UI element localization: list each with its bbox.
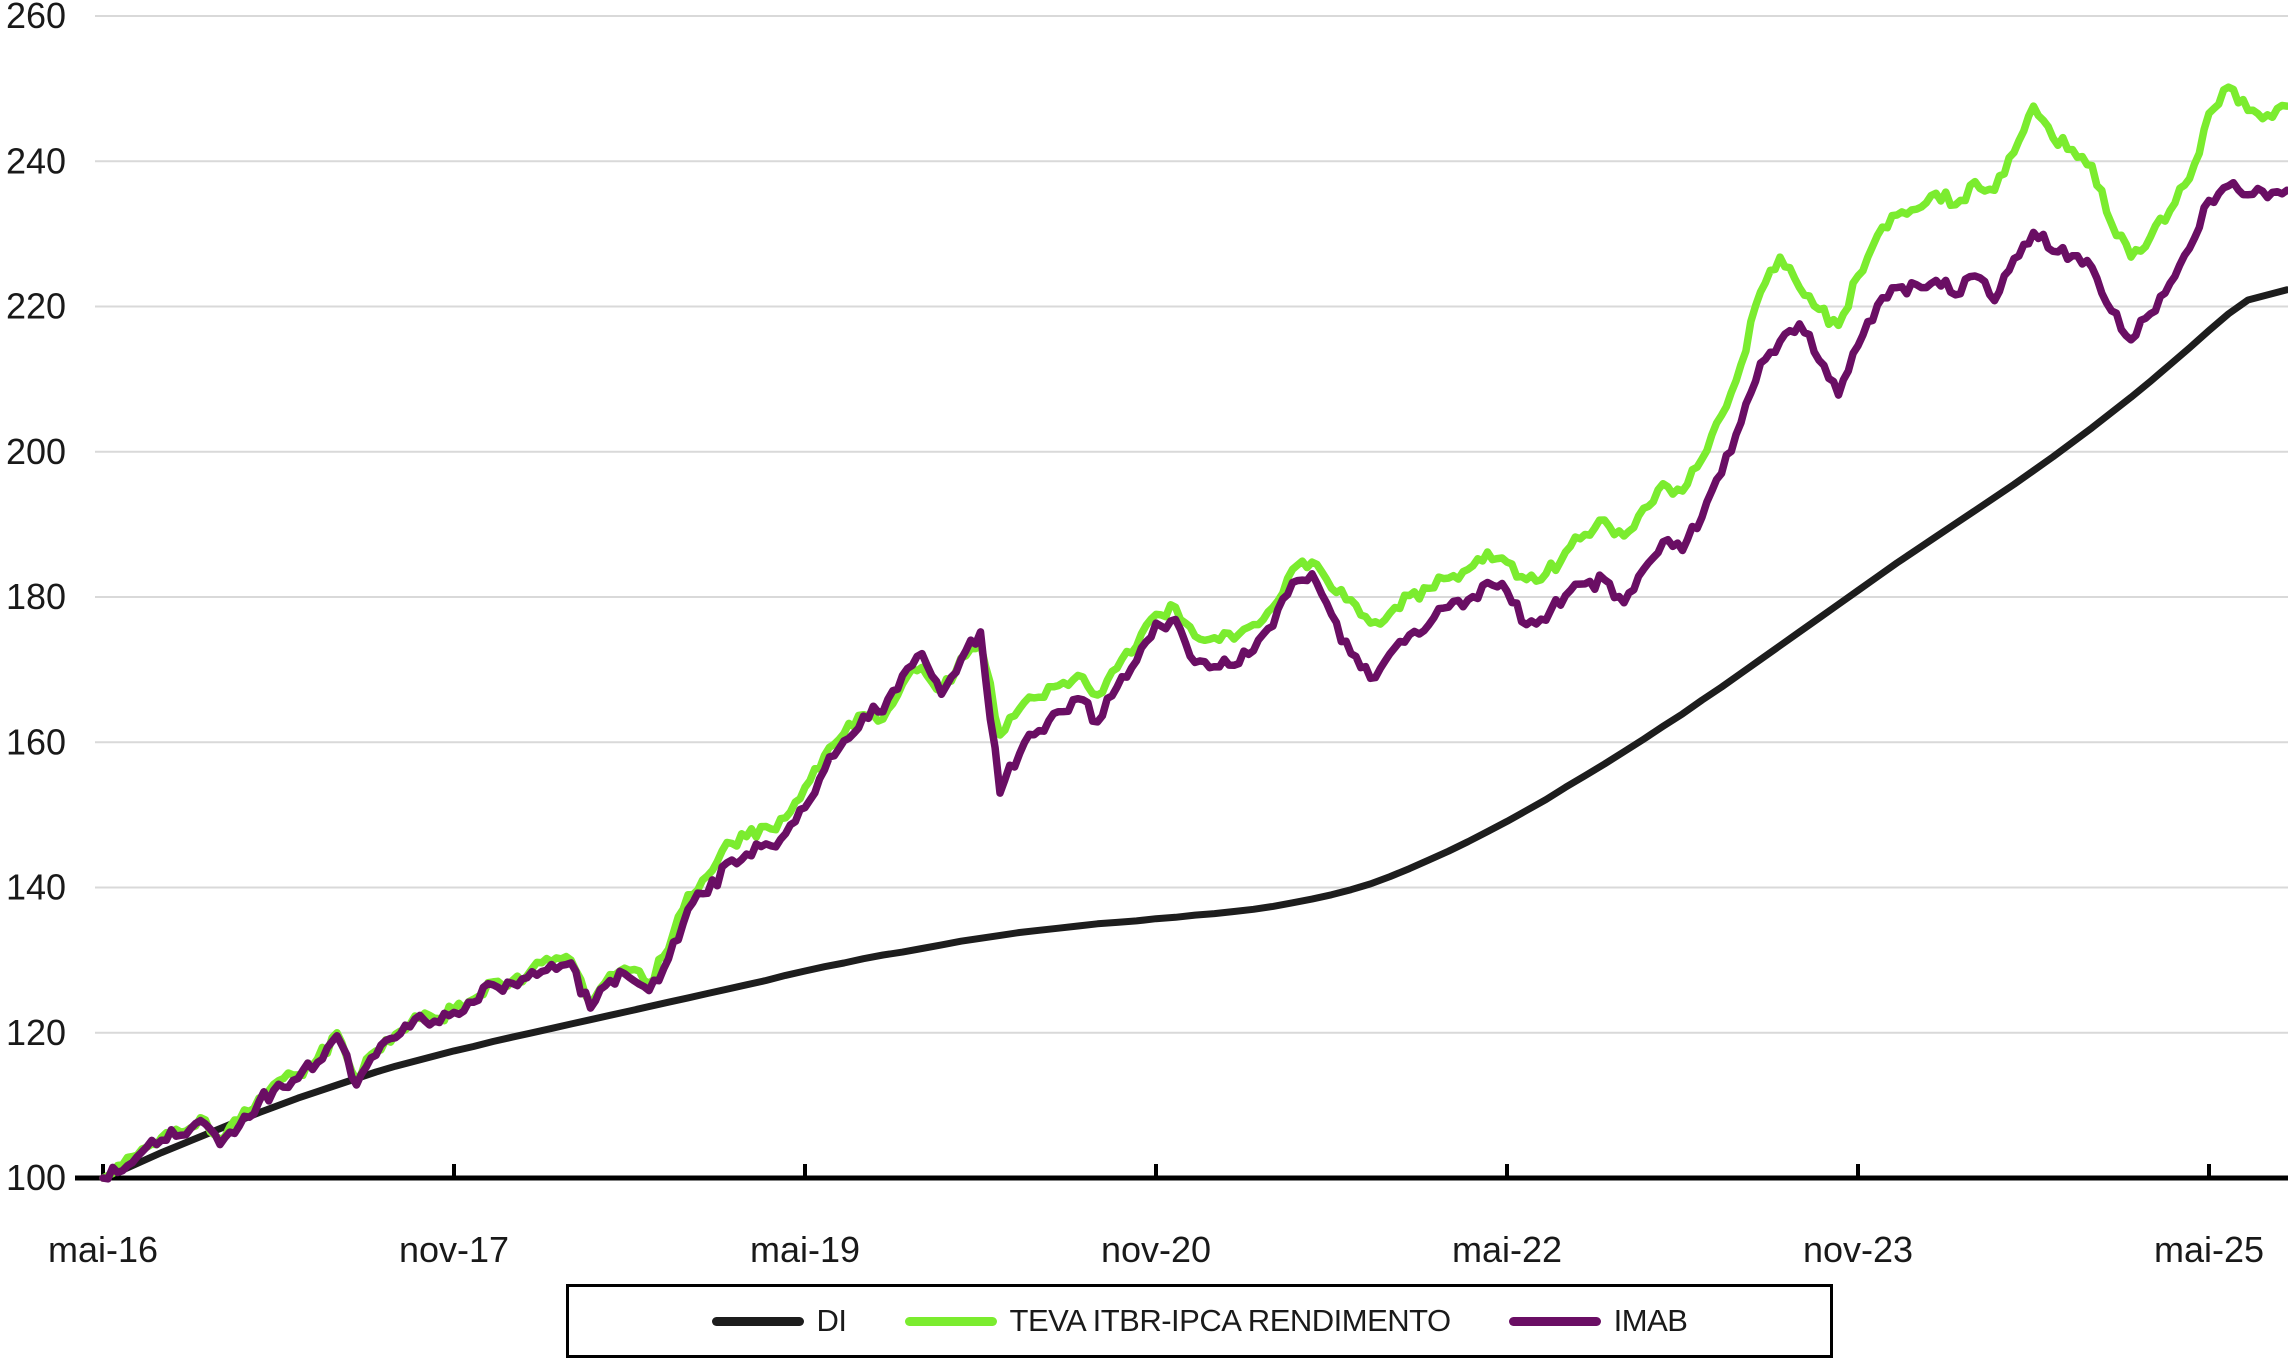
y-axis-label-200: 200 — [6, 431, 66, 472]
x-tick-mai-19 — [803, 1164, 807, 1178]
y-axis-label-180: 180 — [6, 576, 66, 617]
di-line-swatch-icon — [711, 1316, 804, 1326]
legend-item-di: DI — [711, 1303, 848, 1339]
x-axis-label-nov-17: nov-17 — [399, 1229, 509, 1270]
legend-item-imab: IMAB — [1508, 1303, 1688, 1339]
y-axis-label-260: 260 — [6, 0, 66, 36]
x-tick-mai-16 — [101, 1164, 105, 1178]
x-tick-mai-22 — [1505, 1164, 1509, 1178]
series-line-imab — [99, 178, 2288, 1183]
x-axis-label-mai-22: mai-22 — [1452, 1229, 1562, 1270]
y-axis-label-140: 140 — [6, 867, 66, 908]
x-tick-mai-25 — [2207, 1164, 2211, 1178]
y-axis-label-160: 160 — [6, 721, 66, 762]
legend-label-di: DI — [816, 1303, 848, 1338]
x-tick-nov-17 — [452, 1164, 456, 1178]
x-axis-label-mai-19: mai-19 — [750, 1229, 860, 1270]
y-axis-label-220: 220 — [6, 286, 66, 327]
x-tick-nov-20 — [1154, 1164, 1158, 1178]
legend: DI TEVA ITBR-IPCA RENDIMENTO IMAB — [566, 1284, 1833, 1358]
x-axis-label-nov-23: nov-23 — [1803, 1229, 1913, 1270]
x-axis-label-nov-20: nov-20 — [1101, 1229, 1211, 1270]
series-line-di — [99, 286, 2288, 1182]
y-axis-label-100: 100 — [6, 1157, 66, 1198]
x-axis-label-mai-25: mai-25 — [2154, 1229, 2264, 1270]
legend-item-teva: TEVA ITBR-IPCA RENDIMENTO — [904, 1303, 1452, 1339]
x-axis-label-mai-16: mai-16 — [48, 1229, 158, 1270]
legend-label-imab: IMAB — [1613, 1303, 1688, 1338]
series-line-teva-itbr-ipca-rendimento — [99, 83, 2288, 1182]
teva-line-swatch-icon — [904, 1316, 997, 1326]
y-axis-label-120: 120 — [6, 1012, 66, 1053]
imab-line-swatch-icon — [1508, 1316, 1601, 1326]
legend-label-teva: TEVA ITBR-IPCA RENDIMENTO — [1009, 1303, 1452, 1338]
y-axis-label-240: 240 — [6, 140, 66, 181]
x-tick-nov-23 — [1856, 1164, 1860, 1178]
